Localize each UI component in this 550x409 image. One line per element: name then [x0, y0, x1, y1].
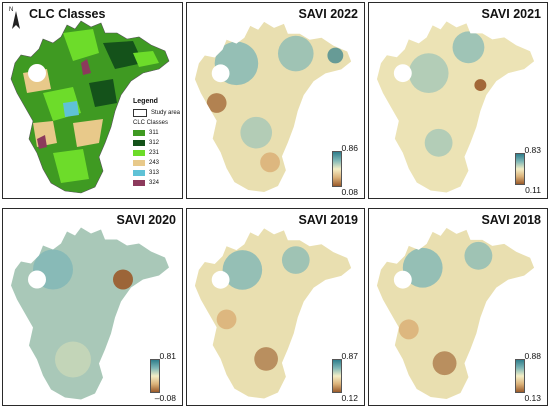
colorbar-min: 0.08	[341, 187, 358, 197]
colorbar-max: 0.88	[524, 351, 541, 361]
clc-classes-panel: N CLC Classes Legend Study area CLC Clas…	[2, 2, 183, 199]
panel-title: SAVI 2019	[298, 213, 358, 227]
savi-2018-panel: SAVI 2018 0.88 0.13	[368, 208, 548, 406]
panel-title: SAVI 2020	[116, 213, 176, 227]
legend-item: 312	[133, 138, 181, 148]
colorbar	[515, 359, 525, 393]
panel-title: SAVI 2022	[298, 7, 358, 21]
clc-land-cover-map	[10, 20, 170, 194]
legend-code: 243	[149, 160, 160, 166]
legend-swatch	[133, 130, 145, 136]
legend-study-area: Study area	[133, 108, 181, 118]
legend-swatch	[133, 170, 145, 176]
legend-item: 243	[133, 158, 181, 168]
legend-code: 312	[149, 140, 160, 146]
legend-item: 313	[133, 168, 181, 178]
colorbar	[515, 153, 525, 185]
legend-classes-title: CLC Classes	[133, 120, 169, 126]
savi-map	[376, 227, 535, 399]
legend-swatch	[133, 180, 145, 186]
legend-swatch	[133, 140, 145, 146]
colorbar-min: 0.13	[524, 393, 541, 403]
colorbar-max: 0.87	[341, 351, 358, 361]
north-label: N	[9, 7, 14, 13]
legend-item: 311	[133, 128, 181, 138]
study-area-label: Study area	[151, 110, 181, 116]
legend-code: 231	[149, 150, 160, 156]
legend-item: 231	[133, 148, 181, 158]
panel-title: SAVI 2018	[481, 213, 541, 227]
colorbar-max: 0.83	[524, 145, 541, 155]
colorbar	[332, 359, 342, 393]
savi-2021-panel: SAVI 2021 0.83 0.11	[368, 2, 548, 199]
savi-map	[194, 228, 352, 399]
legend-code: 313	[149, 170, 160, 176]
legend-swatch	[133, 150, 145, 156]
legend: Legend Study area CLC Classes 311 312 23…	[133, 98, 181, 188]
savi-map	[194, 21, 352, 192]
colorbar-min: 0.12	[341, 393, 358, 403]
colorbar-max: 0.81	[159, 351, 176, 361]
legend-code: 324	[149, 180, 160, 186]
savi-map	[11, 227, 169, 400]
savi-2020-panel: SAVI 2020 0.81 –0.08	[2, 208, 183, 406]
north-arrow-icon	[12, 11, 20, 29]
legend-swatch	[133, 160, 145, 166]
colorbar	[150, 359, 160, 393]
legend-title: Legend	[133, 98, 158, 105]
savi-2022-panel: SAVI 2022 0.86 0.08	[186, 2, 365, 199]
colorbar-min: 0.11	[525, 185, 541, 195]
panel-title: SAVI 2021	[481, 7, 541, 21]
savi-2019-panel: SAVI 2019 0.87 0.12	[186, 208, 365, 406]
panel-title: CLC Classes	[29, 7, 106, 21]
colorbar	[332, 151, 342, 187]
legend-item: 324	[133, 178, 181, 188]
study-area-swatch	[133, 109, 147, 117]
colorbar-max: 0.86	[341, 143, 358, 153]
colorbar-min: –0.08	[154, 393, 176, 403]
savi-map	[376, 21, 535, 193]
legend-code: 311	[149, 130, 159, 136]
